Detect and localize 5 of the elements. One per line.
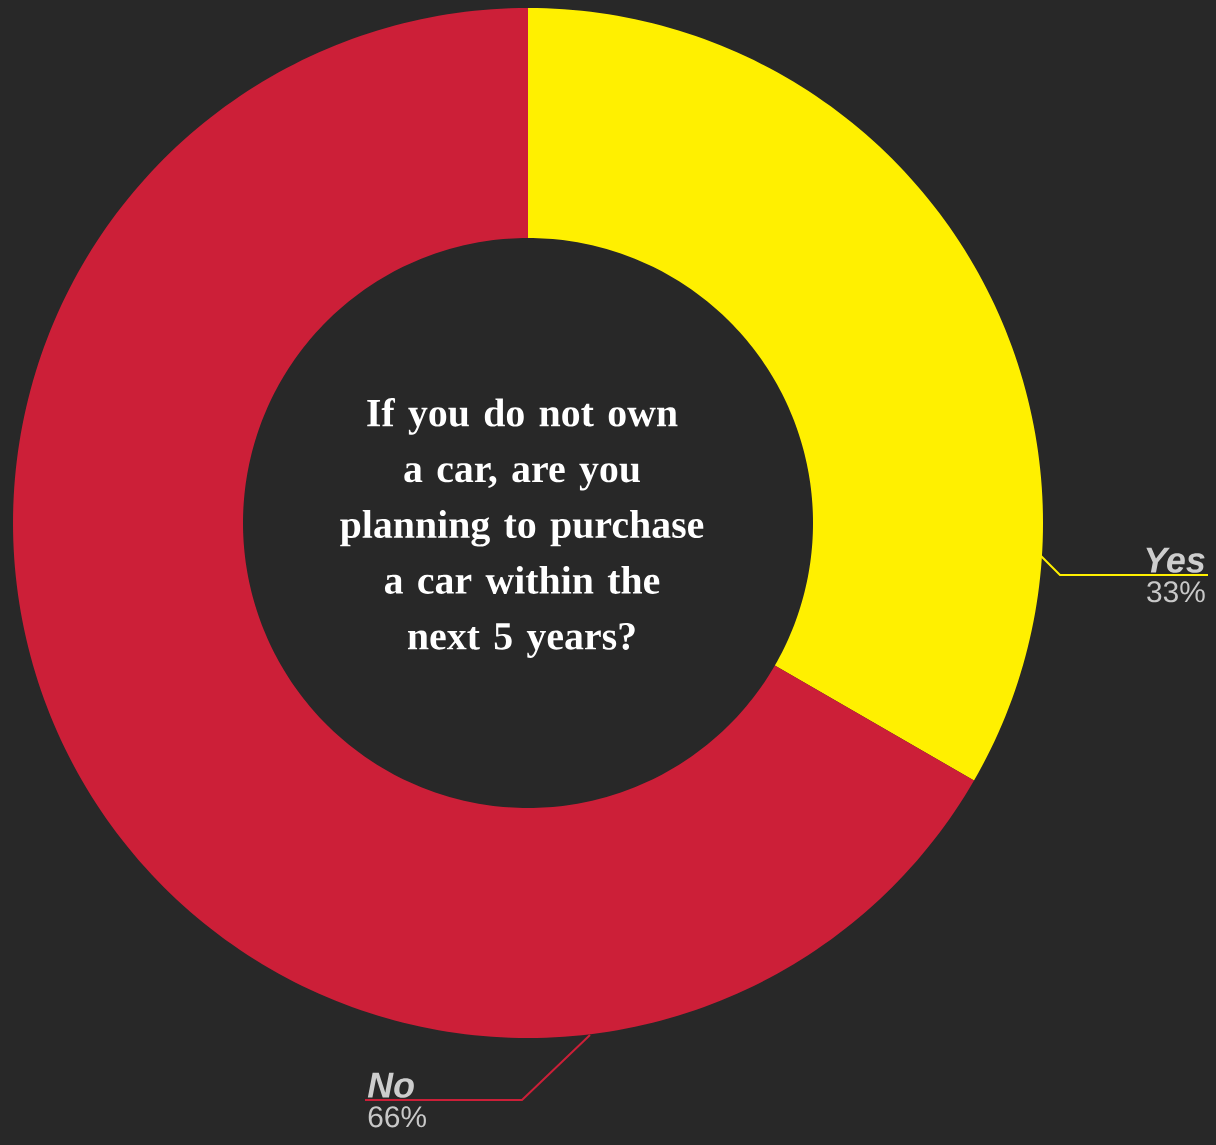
text: If you do not own a car, are you planning to purchase a car within the next 5 years? — [340, 398, 704, 658]
data-label: 66% — [368, 1106, 426, 1128]
slice-label: Yes — [1146, 547, 1205, 573]
slice-label: No — [367, 1072, 414, 1098]
data-label: 33% — [1147, 581, 1205, 603]
